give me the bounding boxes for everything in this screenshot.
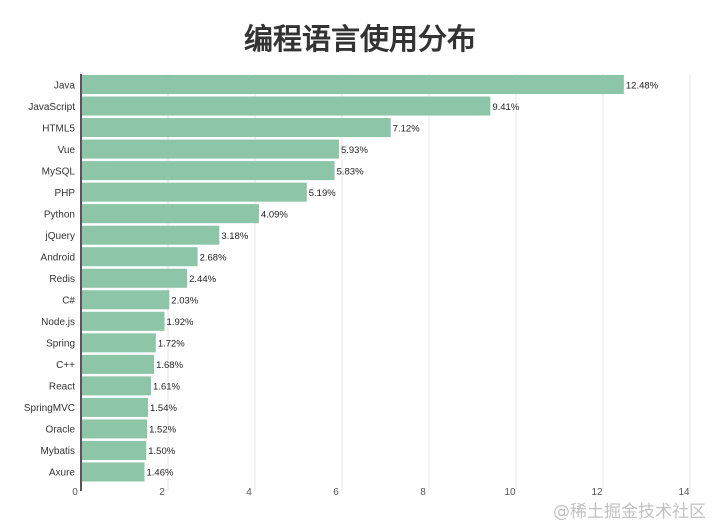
bar xyxy=(81,376,152,396)
value-label: 1.92% xyxy=(167,317,194,328)
bar xyxy=(81,96,491,116)
value-label: 2.68% xyxy=(200,252,227,263)
category-label: Axure xyxy=(49,468,76,479)
category-label: Node.js xyxy=(41,317,75,328)
value-label: 2.44% xyxy=(189,274,216,285)
category-label: Redis xyxy=(49,274,75,285)
x-tick-label: 2 xyxy=(159,487,165,498)
bar xyxy=(81,225,220,245)
value-label: 1.72% xyxy=(158,339,185,350)
x-tick-label: 4 xyxy=(246,487,252,498)
category-label: Python xyxy=(44,209,75,220)
category-label: SpringMVC xyxy=(24,403,75,414)
x-tick-label: 8 xyxy=(420,487,426,498)
category-label: C++ xyxy=(56,360,75,371)
category-label: React xyxy=(49,382,75,393)
category-label: Android xyxy=(41,252,75,263)
value-label: 1.52% xyxy=(149,425,176,436)
value-label: 5.83% xyxy=(337,166,364,177)
bar xyxy=(81,333,156,353)
chart-title: 编程语言使用分布 xyxy=(243,22,476,56)
x-tick-label: 0 xyxy=(72,487,78,498)
bar xyxy=(81,204,259,224)
bar xyxy=(81,75,624,95)
bar xyxy=(81,290,170,310)
value-label: 1.61% xyxy=(153,382,180,393)
value-label: 2.03% xyxy=(171,296,198,307)
bar xyxy=(81,397,148,417)
value-label: 1.68% xyxy=(156,360,183,371)
x-tick-label: 6 xyxy=(333,487,339,498)
category-label: JavaScript xyxy=(28,102,75,113)
category-label: MySQL xyxy=(42,166,76,177)
category-label: Oracle xyxy=(46,425,76,436)
value-label: 5.93% xyxy=(341,145,368,156)
value-label: 7.12% xyxy=(393,123,420,134)
bar xyxy=(81,182,307,202)
value-label: 1.50% xyxy=(148,446,175,457)
value-label: 1.46% xyxy=(147,468,174,479)
value-label: 9.41% xyxy=(492,102,519,113)
bar xyxy=(81,440,147,460)
category-label: HTML5 xyxy=(42,123,75,134)
category-label: Vue xyxy=(58,145,76,156)
bar xyxy=(81,268,188,288)
bar xyxy=(81,311,165,331)
category-label: jQuery xyxy=(45,231,75,242)
value-label: 12.48% xyxy=(626,80,659,91)
bar xyxy=(81,462,145,482)
x-tick-label: 14 xyxy=(678,487,690,498)
value-label: 4.09% xyxy=(261,209,288,220)
bar xyxy=(81,161,335,181)
x-tick-label: 12 xyxy=(591,487,603,498)
category-label: Mybatis xyxy=(41,446,75,457)
value-label: 5.19% xyxy=(309,188,336,199)
bar xyxy=(81,419,148,439)
category-label: Spring xyxy=(46,339,75,350)
value-label: 3.18% xyxy=(221,231,248,242)
category-label: C# xyxy=(62,296,75,307)
bar xyxy=(81,139,339,159)
bar xyxy=(81,247,198,267)
x-tick-label: 10 xyxy=(504,487,516,498)
bar xyxy=(81,118,391,138)
category-label: PHP xyxy=(54,188,75,199)
category-label: Java xyxy=(54,80,76,91)
bar xyxy=(81,354,155,374)
value-label: 1.54% xyxy=(150,403,177,414)
watermark: @稀土掘金技术社区 xyxy=(553,502,706,522)
